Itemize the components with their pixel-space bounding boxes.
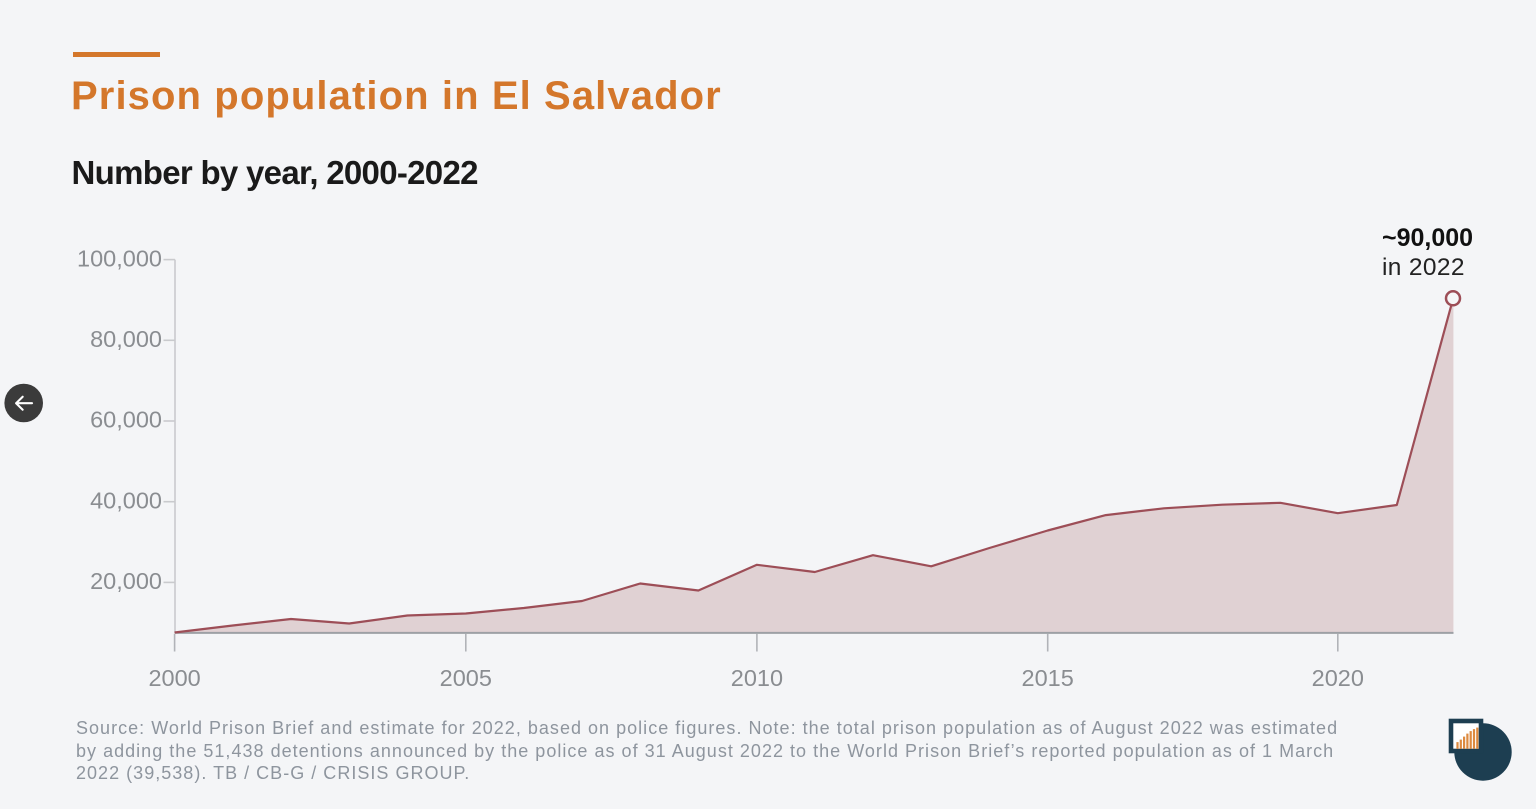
svg-text:2020: 2020 [1312,665,1364,691]
svg-text:2000: 2000 [148,665,200,691]
svg-text:2005: 2005 [440,665,492,691]
svg-text:2015: 2015 [1022,665,1074,691]
svg-text:40,000: 40,000 [90,487,162,513]
svg-text:60,000: 60,000 [90,407,162,433]
svg-text:20,000: 20,000 [90,568,162,594]
svg-text:80,000: 80,000 [90,326,162,352]
svg-text:100,000: 100,000 [77,245,162,271]
svg-text:2010: 2010 [731,665,783,691]
